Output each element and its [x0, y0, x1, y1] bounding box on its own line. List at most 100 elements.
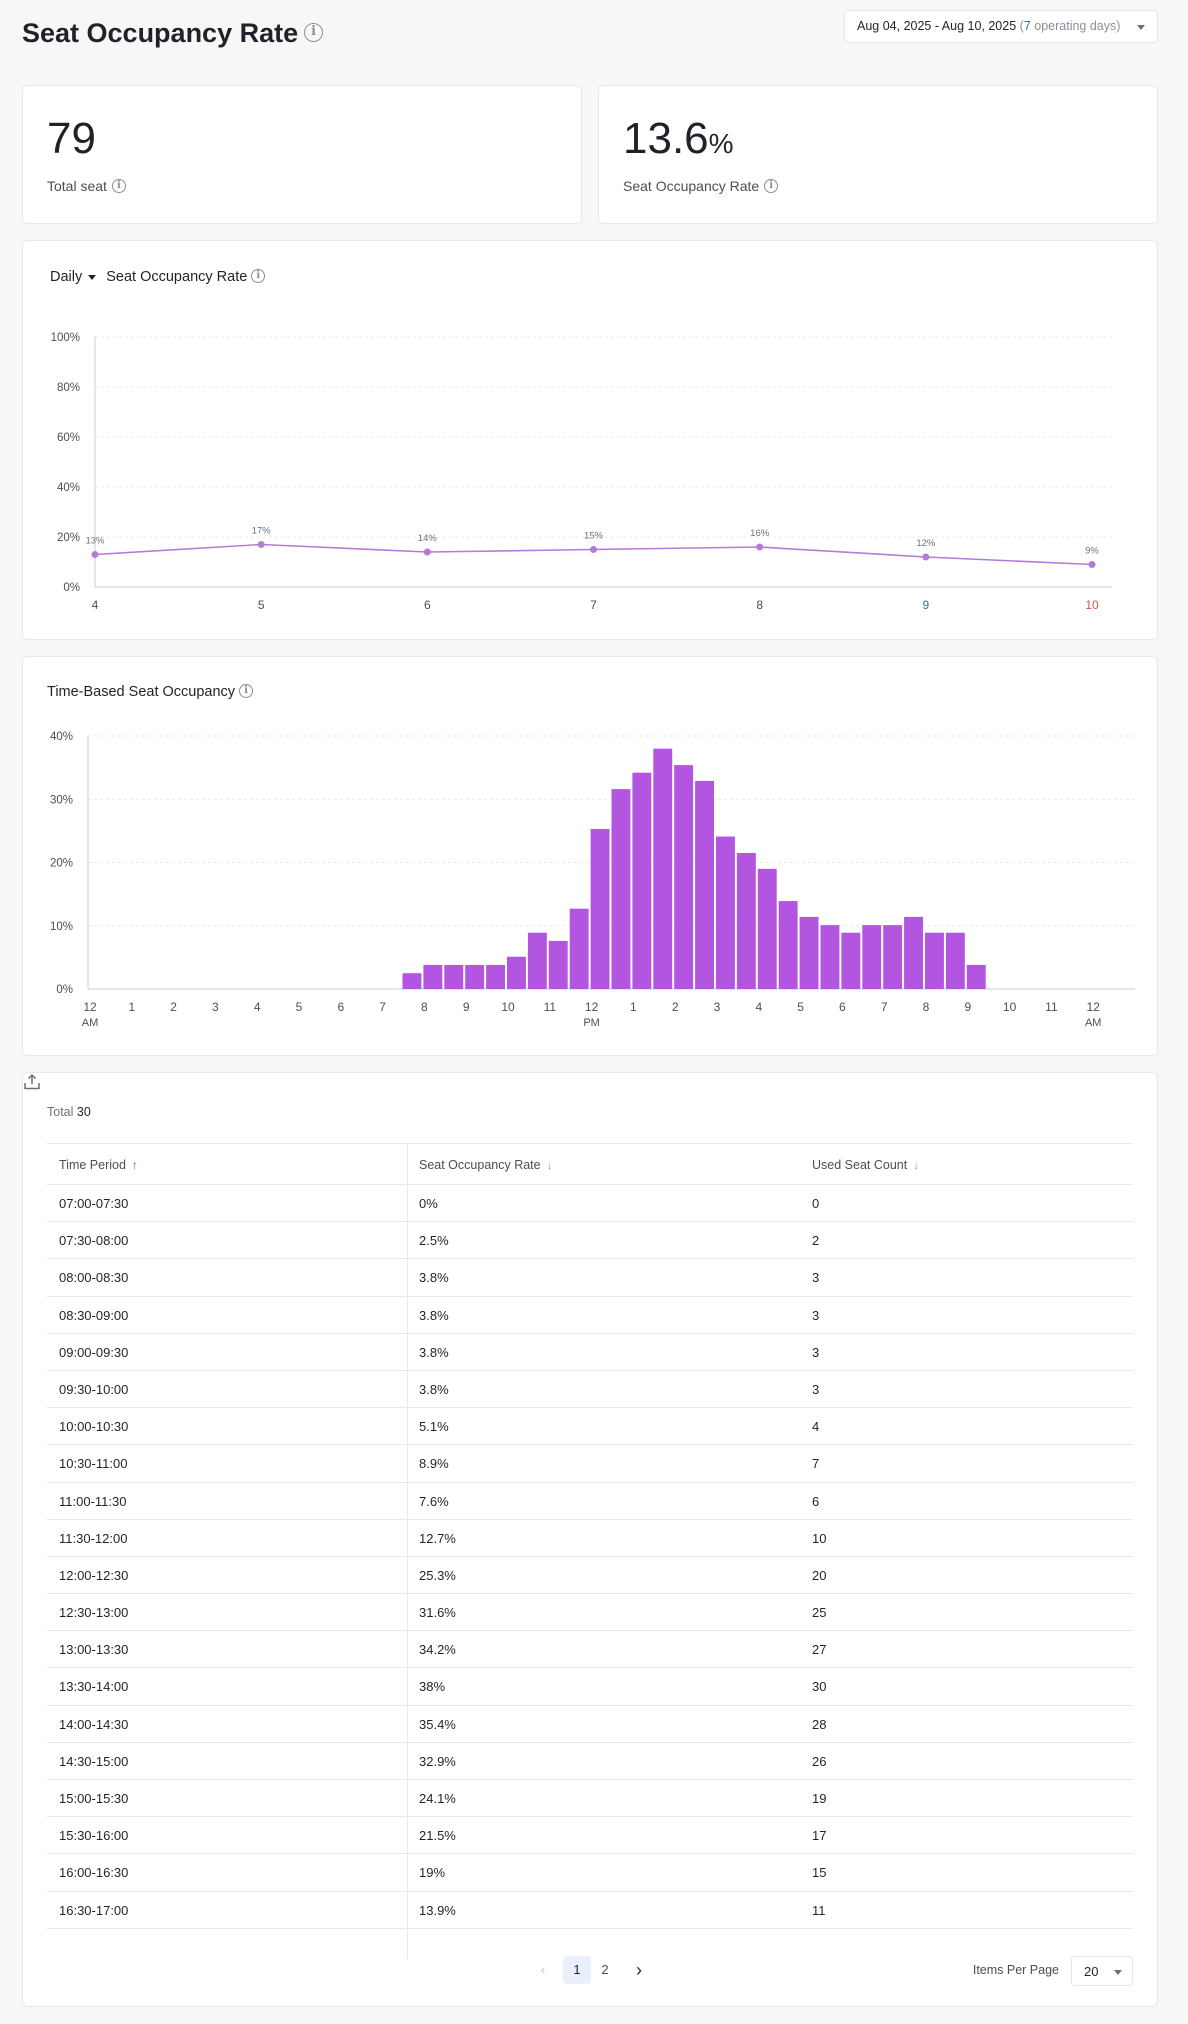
x-tick-label: 4	[92, 598, 99, 612]
table-row: 13:30-14:00 38% 30	[47, 1668, 1133, 1706]
used-seat-count-cell: 6	[812, 1493, 820, 1509]
x-tick-label: 4	[254, 1000, 261, 1014]
table-row: 10:00-10:30 5.1% 4	[47, 1408, 1133, 1446]
column-label: Seat Occupancy Rate	[419, 1158, 541, 1172]
column-used-seat-count[interactable]: Used Seat Count ↓	[800, 1144, 919, 1186]
data-label: 14%	[418, 533, 438, 544]
used-seat-count-cell: 2	[812, 1233, 820, 1249]
y-tick-label: 40%	[57, 482, 80, 494]
occupancy-rate-cell: 2.5%	[419, 1233, 449, 1249]
table-card: Total 30 Time Period ↑ Seat Occupancy Rat…	[22, 1072, 1158, 2007]
y-tick-label: 40%	[50, 731, 73, 743]
occupancy-rate-cell: 7.6%	[419, 1493, 449, 1509]
bar	[841, 932, 861, 989]
column-time-period[interactable]: Time Period ↑	[47, 1144, 138, 1186]
header: Seat Occupancy Rate i Aug 04, 2025 - Aug …	[22, 10, 1158, 54]
bar	[507, 956, 526, 989]
used-seat-count-cell: 15	[812, 1865, 827, 1881]
table-body: 07:00-07:30 0% 0 07:30-08:00 2.5% 2 08:00-08:3…	[47, 1185, 1133, 1929]
x-tick-label: 6	[839, 1000, 846, 1014]
info-icon[interactable]: i	[251, 268, 266, 283]
time-period-cell: 10:30-11:00	[59, 1456, 128, 1472]
y-tick-label: 30%	[50, 794, 73, 806]
x-tick-label: 2	[672, 1000, 679, 1014]
data-point	[423, 548, 431, 556]
y-tick-label: 20%	[57, 532, 80, 544]
column-occupancy-rate[interactable]: Seat Occupancy Rate ↓	[407, 1144, 553, 1186]
table-row: 16:00-16:30 19% 15	[47, 1854, 1133, 1892]
bar	[569, 908, 589, 989]
occupancy-rate-cell: 31.6%	[419, 1605, 456, 1621]
page-2-button[interactable]: 2	[601, 1962, 609, 1977]
bar	[820, 925, 840, 989]
export-icon[interactable]	[23, 1073, 41, 1091]
x-tick-label: 12	[585, 1000, 599, 1014]
bar	[444, 964, 464, 989]
operating-days-label: operating days)	[1030, 19, 1121, 33]
bar	[966, 964, 986, 989]
time-period-cell: 10:00-10:30	[59, 1419, 129, 1435]
table-header: Time Period ↑ Seat Occupancy Rate ↓ Used S…	[47, 1143, 1133, 1185]
occupancy-rate-cell: 35.4%	[419, 1716, 456, 1732]
chevron-down-icon	[1137, 25, 1145, 30]
sort-asc-icon: ↑	[131, 1158, 138, 1172]
bar	[716, 836, 735, 989]
table-row: 14:00-14:30 35.4% 28	[47, 1706, 1133, 1743]
date-range-picker[interactable]: Aug 04, 2025 - Aug 10, 2025 (7 operating…	[844, 10, 1158, 43]
x-tick-label: 12	[83, 1000, 97, 1014]
occupancy-rate-value-wrap: 13.6%	[623, 114, 734, 164]
table-row: 15:30-16:00 21.5% 17	[47, 1817, 1133, 1855]
time-chart-header: Time-Based Seat Occupancy i	[47, 683, 254, 700]
time-period-cell: 14:30-15:00	[59, 1753, 129, 1769]
used-seat-count-cell: 28	[812, 1716, 827, 1732]
time-period-cell: 12:00-12:30	[59, 1567, 129, 1583]
data-label: 16%	[750, 528, 770, 539]
info-icon[interactable]: i	[764, 178, 779, 193]
x-tick-label: 8	[421, 1000, 428, 1014]
info-icon[interactable]: i	[111, 178, 126, 193]
bar	[590, 828, 610, 989]
x-tick-label: 7	[881, 1000, 888, 1014]
bar	[862, 925, 882, 989]
page-1-button[interactable]: 1	[563, 1956, 591, 1984]
x-tick-label: 7	[379, 1000, 386, 1014]
bar	[402, 973, 422, 989]
x-tick-label: 5	[258, 598, 265, 612]
daily-line-chart: 0% 20% 40% 60% 80% 100% 13% 4 17% 5 14% 6 15% 7 16% 8 12…	[51, 332, 1112, 612]
x-tick-label: 1	[128, 1000, 135, 1014]
bar	[778, 901, 798, 989]
period-selector[interactable]: Daily	[50, 269, 97, 285]
table-row: 13:00-13:30 34.2% 27	[47, 1631, 1133, 1669]
date-range-text: Aug 04, 2025 - Aug 10, 2025	[857, 19, 1017, 33]
items-per-page-label: Items Per Page	[972, 1963, 1059, 1977]
bar	[925, 932, 944, 989]
table-row: 07:00-07:30 0% 0	[47, 1185, 1133, 1223]
x-tick-label: 5	[296, 1000, 303, 1014]
bar	[736, 853, 756, 989]
x-tick-label: 2	[170, 1000, 177, 1014]
items-per-page-select[interactable]: 20	[1071, 1956, 1133, 1986]
x-tick-label: 12	[1087, 1000, 1101, 1014]
period-selector-label: Daily	[50, 269, 83, 285]
data-point	[91, 551, 99, 558]
info-icon[interactable]: i	[239, 683, 254, 698]
next-page-button[interactable]: ›	[636, 1960, 642, 1980]
table-row: 07:30-08:00 2.5% 2	[47, 1222, 1133, 1260]
y-tick-label: 80%	[57, 382, 80, 394]
used-seat-count-cell: 0	[812, 1196, 820, 1211]
column-label: Used Seat Count	[812, 1158, 908, 1172]
info-icon[interactable]: i	[304, 23, 324, 43]
used-seat-count-cell: 7	[812, 1456, 820, 1472]
total-seat-label-wrap: Total seat i	[47, 178, 126, 194]
data-label: 15%	[584, 531, 604, 542]
used-seat-count-cell: 17	[812, 1828, 827, 1844]
data-label: 13%	[85, 536, 105, 547]
prev-page-button[interactable]: ‹	[540, 1962, 546, 1977]
used-seat-count-cell: 3	[812, 1307, 820, 1323]
table-row: 08:00-08:30 3.8% 3	[47, 1259, 1133, 1297]
data-label: 12%	[916, 538, 936, 549]
x-tick-label: 6	[424, 598, 431, 612]
used-seat-count-cell: 20	[812, 1567, 827, 1583]
occupancy-rate-card: 13.6% Seat Occupancy Rate i	[598, 85, 1158, 224]
